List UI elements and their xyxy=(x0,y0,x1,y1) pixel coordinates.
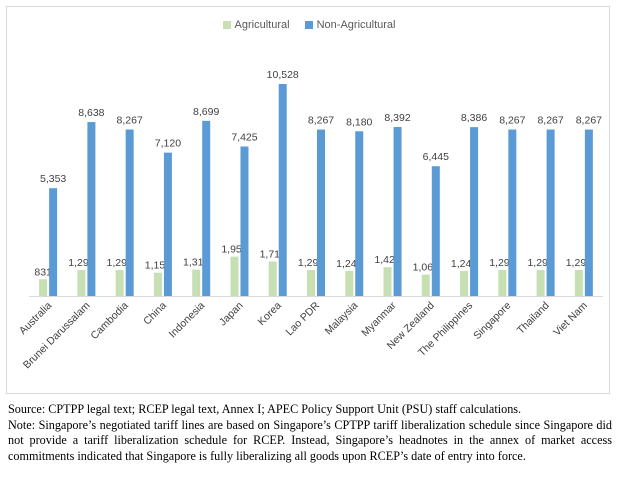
x-tick-label: Indonesia xyxy=(167,300,208,341)
data-label-non-agricultural: 8,699 xyxy=(193,106,219,118)
chart-frame: Agricultural Non-Agricultural 831 5,353 Au… xyxy=(6,6,610,394)
bar-non-agricultural xyxy=(125,129,134,296)
bar-non-agricultural xyxy=(393,127,402,296)
legend-swatch-non-agricultural xyxy=(304,21,313,29)
x-tick-label: Korea xyxy=(256,300,284,328)
bar-agricultural xyxy=(421,274,430,296)
bar-agricultural xyxy=(460,270,469,296)
bar-agricultural xyxy=(39,279,48,296)
x-tick-label: China xyxy=(141,300,169,328)
x-tick-label: Malaysia xyxy=(323,300,361,338)
data-label-non-agricultural: 10,528 xyxy=(267,69,299,81)
bar-agricultural xyxy=(574,270,583,296)
bar-agricultural xyxy=(268,261,277,296)
source-note: Source: CPTPP legal text; RCEP legal tex… xyxy=(8,402,522,416)
legend-label-agricultural: Agricultural xyxy=(234,19,290,31)
x-tick-label: Australia xyxy=(17,300,54,337)
data-label-non-agricultural: 6,445 xyxy=(423,151,449,163)
data-label-non-agricultural: 8,267 xyxy=(308,115,334,127)
data-label-non-agricultural: 8,638 xyxy=(78,107,104,119)
bar-non-agricultural xyxy=(87,122,96,297)
data-label-non-agricultural: 5,353 xyxy=(40,173,66,185)
data-label-agricultural: 831 xyxy=(34,266,52,278)
x-tick-label: Thailand xyxy=(515,300,552,337)
legend-swatch-agricultural xyxy=(222,21,231,29)
data-label-non-agricultural: 7,120 xyxy=(155,138,181,150)
bar-non-agricultural xyxy=(278,84,287,296)
bar-agricultural xyxy=(153,272,162,296)
data-label-non-agricultural: 8,180 xyxy=(346,116,372,128)
x-tick-label: Singapore xyxy=(471,300,513,342)
x-tick-label: Japan xyxy=(217,300,246,329)
x-tick-label: Viet Nam xyxy=(551,299,590,338)
x-tick-label: Cambodia xyxy=(88,300,130,342)
x-tick-label: Brunei Darussalam xyxy=(21,299,93,371)
bar-agricultural xyxy=(307,270,315,296)
bar-agricultural xyxy=(536,270,545,296)
x-tick-label: Myanmar xyxy=(359,299,399,339)
chart-footnote: Source: CPTPP legal text; RCEP legal tex… xyxy=(8,402,612,464)
bar-non-agricultural xyxy=(202,120,211,296)
bar-non-agricultural xyxy=(317,129,325,296)
bar-non-agricultural xyxy=(470,127,479,296)
legend-label-non-agricultural: Non-Agricultural xyxy=(316,19,396,31)
bar-agricultural xyxy=(383,267,392,296)
bar-non-agricultural xyxy=(355,131,364,296)
bar-agricultural xyxy=(345,270,354,296)
legend-item-agricultural: Agricultural xyxy=(222,19,290,31)
bar-agricultural xyxy=(230,256,239,296)
bar-agricultural xyxy=(115,270,124,296)
data-label-non-agricultural: 8,267 xyxy=(499,115,525,127)
data-label-non-agricultural: 8,386 xyxy=(461,112,487,124)
bar-non-agricultural xyxy=(163,152,172,296)
data-label-non-agricultural: 8,392 xyxy=(384,112,410,124)
data-label-non-agricultural: 7,425 xyxy=(231,131,257,143)
bar-agricultural xyxy=(77,270,86,296)
bar-non-agricultural xyxy=(546,129,555,296)
legend-item-non-agricultural: Non-Agricultural xyxy=(304,19,396,31)
data-label-non-agricultural: 8,267 xyxy=(537,115,563,127)
bar-agricultural xyxy=(498,270,507,296)
chart-legend: Agricultural Non-Agricultural xyxy=(7,19,611,32)
bar-non-agricultural xyxy=(240,146,249,296)
bar-non-agricultural xyxy=(49,188,58,296)
bar-non-agricultural xyxy=(584,129,593,296)
bar-agricultural xyxy=(192,269,201,296)
data-label-non-agricultural: 8,267 xyxy=(117,115,143,127)
methodology-note: Note: Singapore’s negotiated tariff line… xyxy=(8,417,612,463)
bar-non-agricultural xyxy=(431,166,440,296)
bar-non-agricultural xyxy=(508,129,517,296)
x-tick-label: Lao PDR xyxy=(284,299,323,338)
data-label-non-agricultural: 8,267 xyxy=(576,115,602,127)
